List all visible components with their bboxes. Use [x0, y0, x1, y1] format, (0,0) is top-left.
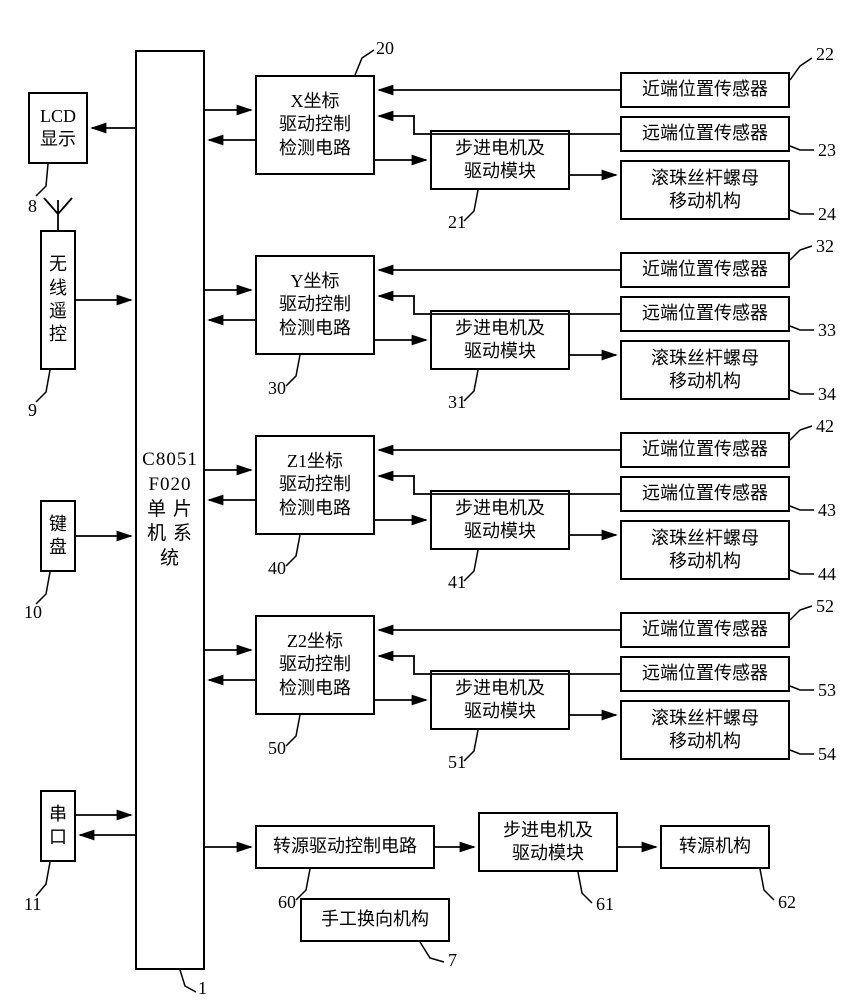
box-mcu: C8051 F020 单 片 机 系 统 [135, 50, 205, 970]
z1-ball-text: 滚珠丝杆螺母 移动机构 [651, 527, 759, 574]
x-step-text: 步进电机及 驱动模块 [455, 137, 545, 184]
box-wireless: 无 线 遥 控 [40, 230, 76, 370]
box-z1-far: 远端位置传感器 [620, 476, 790, 512]
serial-text: 串 口 [49, 803, 67, 850]
box-z2-ctrl: Z2坐标 驱动控制 检测电路 [255, 615, 375, 715]
box-x-step: 步进电机及 驱动模块 [430, 130, 570, 190]
lcd-text: LCD 显示 [40, 105, 76, 152]
label-60: 60 [278, 892, 296, 913]
label-22: 22 [816, 44, 834, 65]
box-z2-near: 近端位置传感器 [620, 612, 790, 648]
box-z1-ctrl: Z1坐标 驱动控制 检测电路 [255, 435, 375, 535]
y-ctrl-text: Y坐标 驱动控制 检测电路 [279, 270, 351, 340]
keyboard-text: 键 盘 [49, 513, 67, 560]
label-9: 9 [28, 400, 37, 421]
label-44: 44 [818, 564, 836, 585]
label-33: 33 [818, 320, 836, 341]
label-42: 42 [816, 416, 834, 437]
rot-mech-text: 转源机构 [679, 835, 751, 858]
rot-ctrl-text: 转源驱动控制电路 [273, 835, 417, 858]
x-ctrl-text: X坐标 驱动控制 检测电路 [279, 90, 351, 160]
z1-far-text: 远端位置传感器 [642, 482, 768, 505]
y-near-text: 近端位置传感器 [642, 258, 768, 281]
box-z1-near: 近端位置传感器 [620, 432, 790, 468]
z2-near-text: 近端位置传感器 [642, 618, 768, 641]
z2-far-text: 远端位置传感器 [642, 662, 768, 685]
label-30: 30 [268, 378, 286, 399]
box-x-ball: 滚珠丝杆螺母 移动机构 [620, 160, 790, 220]
wireless-text: 无 线 遥 控 [49, 253, 67, 347]
mcu-text: C8051 F020 单 片 机 系 统 [142, 448, 198, 571]
box-serial: 串 口 [40, 790, 76, 862]
y-far-text: 远端位置传感器 [642, 302, 768, 325]
x-far-text: 远端位置传感器 [642, 122, 768, 145]
label-32: 32 [816, 236, 834, 257]
box-y-ctrl: Y坐标 驱动控制 检测电路 [255, 255, 375, 355]
box-manual: 手工换向机构 [300, 898, 450, 942]
label-11: 11 [24, 894, 41, 915]
z1-ctrl-text: Z1坐标 驱动控制 检测电路 [279, 450, 351, 520]
box-keyboard: 键 盘 [40, 500, 76, 572]
box-z1-ball: 滚珠丝杆螺母 移动机构 [620, 520, 790, 580]
label-51: 51 [448, 752, 466, 773]
box-z2-ball: 滚珠丝杆螺母 移动机构 [620, 700, 790, 760]
z1-step-text: 步进电机及 驱动模块 [455, 497, 545, 544]
label-54: 54 [818, 744, 836, 765]
label-43: 43 [818, 500, 836, 521]
label-21: 21 [448, 212, 466, 233]
label-31: 31 [448, 392, 466, 413]
box-rot-ctrl: 转源驱动控制电路 [255, 825, 435, 869]
z2-ball-text: 滚珠丝杆螺母 移动机构 [651, 707, 759, 754]
label-61: 61 [596, 894, 614, 915]
box-rot-step: 步进电机及 驱动模块 [478, 812, 618, 872]
box-x-near: 近端位置传感器 [620, 72, 790, 108]
x-ball-text: 滚珠丝杆螺母 移动机构 [651, 167, 759, 214]
rot-step-text: 步进电机及 驱动模块 [503, 819, 593, 866]
box-y-ball: 滚珠丝杆螺母 移动机构 [620, 340, 790, 400]
label-40: 40 [268, 558, 286, 579]
diagram-canvas: LCD 显示 无 线 遥 控 键 盘 串 口 C8051 F020 单 片 机 … [0, 0, 864, 1000]
box-z2-step: 步进电机及 驱动模块 [430, 670, 570, 730]
box-z2-far: 远端位置传感器 [620, 656, 790, 692]
label-7: 7 [448, 950, 457, 971]
z1-near-text: 近端位置传感器 [642, 438, 768, 461]
box-lcd: LCD 显示 [28, 92, 88, 164]
box-y-step: 步进电机及 驱动模块 [430, 310, 570, 370]
z2-step-text: 步进电机及 驱动模块 [455, 677, 545, 724]
y-ball-text: 滚珠丝杆螺母 移动机构 [651, 347, 759, 394]
box-y-far: 远端位置传感器 [620, 296, 790, 332]
label-52: 52 [816, 596, 834, 617]
z2-ctrl-text: Z2坐标 驱动控制 检测电路 [279, 630, 351, 700]
box-x-ctrl: X坐标 驱动控制 检测电路 [255, 75, 375, 175]
box-z1-step: 步进电机及 驱动模块 [430, 490, 570, 550]
label-1: 1 [198, 978, 207, 999]
box-y-near: 近端位置传感器 [620, 252, 790, 288]
x-near-text: 近端位置传感器 [642, 78, 768, 101]
label-53: 53 [818, 680, 836, 701]
y-step-text: 步进电机及 驱动模块 [455, 317, 545, 364]
label-50: 50 [268, 738, 286, 759]
label-41: 41 [448, 572, 466, 593]
box-rot-mech: 转源机构 [660, 825, 770, 869]
label-62: 62 [778, 892, 796, 913]
manual-text: 手工换向机构 [321, 908, 429, 931]
label-8: 8 [28, 196, 37, 217]
label-34: 34 [818, 384, 836, 405]
label-20: 20 [376, 38, 394, 59]
label-10: 10 [24, 602, 42, 623]
box-x-far: 远端位置传感器 [620, 116, 790, 152]
label-24: 24 [818, 204, 836, 225]
label-23: 23 [818, 140, 836, 161]
